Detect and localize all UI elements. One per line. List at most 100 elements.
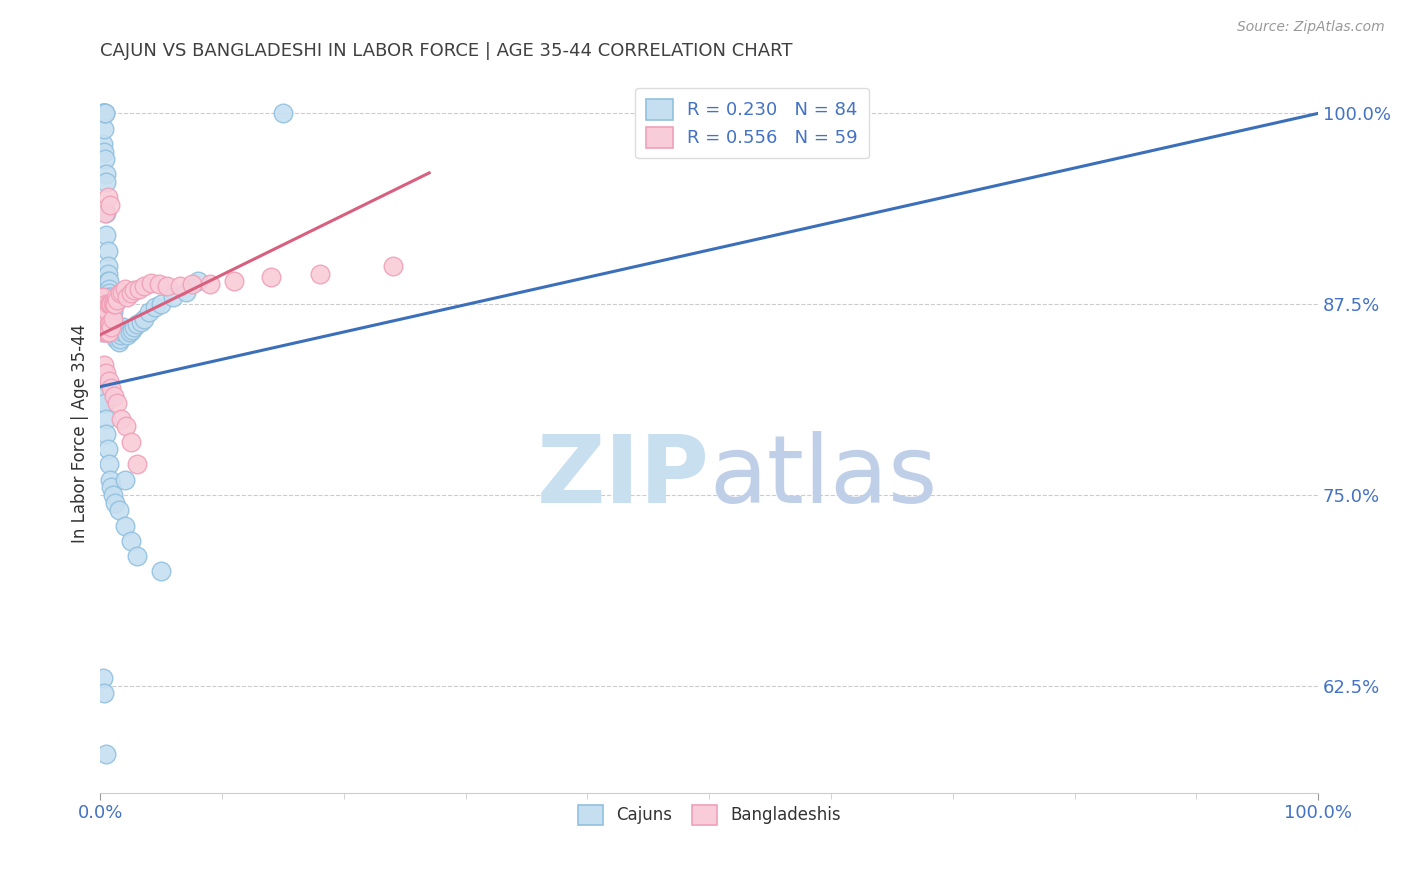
Point	[91, 396, 114, 410]
Point	[169, 278, 191, 293]
Point	[97, 458, 120, 472]
Point	[120, 286, 142, 301]
Point	[124, 320, 146, 334]
Point	[97, 442, 120, 457]
Point	[94, 389, 117, 403]
Point	[100, 320, 122, 334]
Point	[97, 286, 120, 301]
Point	[97, 305, 120, 319]
Point	[180, 277, 202, 292]
Point	[97, 374, 120, 388]
Point	[91, 671, 114, 685]
Point	[96, 325, 118, 339]
Point	[97, 282, 120, 296]
Point	[97, 190, 120, 204]
Point	[96, 747, 118, 762]
Text: atlas: atlas	[709, 431, 938, 523]
Point	[98, 289, 121, 303]
Point	[103, 317, 125, 331]
Point	[97, 289, 120, 303]
Point	[94, 325, 117, 339]
Point	[96, 317, 118, 331]
Point	[381, 259, 404, 273]
Point	[120, 533, 142, 548]
Text: ZIP: ZIP	[536, 431, 709, 523]
Point	[121, 323, 143, 337]
Point	[94, 152, 117, 166]
Point	[111, 285, 134, 299]
Point	[93, 366, 115, 380]
Point	[97, 325, 120, 339]
Point	[91, 320, 114, 334]
Point	[98, 293, 121, 307]
Point	[94, 106, 117, 120]
Point	[97, 297, 120, 311]
Point	[90, 325, 112, 339]
Point	[96, 205, 118, 219]
Point	[187, 274, 209, 288]
Text: CAJUN VS BANGLADESHI IN LABOR FORCE | AGE 35-44 CORRELATION CHART: CAJUN VS BANGLADESHI IN LABOR FORCE | AG…	[100, 42, 793, 60]
Point	[96, 297, 118, 311]
Point	[93, 106, 115, 120]
Point	[105, 289, 128, 303]
Point	[156, 278, 179, 293]
Point	[96, 366, 118, 380]
Point	[150, 297, 173, 311]
Point	[107, 503, 129, 517]
Point	[97, 274, 120, 288]
Point	[125, 458, 148, 472]
Point	[150, 564, 173, 578]
Point	[120, 434, 142, 449]
Point	[101, 320, 124, 334]
Point	[93, 381, 115, 395]
Point	[148, 277, 170, 292]
Point	[93, 145, 115, 159]
Point	[91, 106, 114, 120]
Point	[124, 284, 146, 298]
Point	[97, 325, 120, 339]
Point	[93, 305, 115, 319]
Point	[91, 106, 114, 120]
Point	[104, 495, 127, 509]
Point	[125, 317, 148, 331]
Point	[162, 289, 184, 303]
Point	[98, 297, 121, 311]
Point	[90, 305, 112, 319]
Point	[107, 335, 129, 350]
Point	[101, 305, 124, 319]
Point	[114, 325, 136, 339]
Point	[96, 426, 118, 441]
Point	[98, 297, 121, 311]
Point	[97, 259, 120, 273]
Point	[125, 549, 148, 563]
Point	[118, 325, 141, 339]
Point	[105, 325, 128, 339]
Point	[96, 175, 118, 189]
Point	[97, 267, 120, 281]
Point	[91, 289, 114, 303]
Point	[93, 121, 115, 136]
Point	[308, 267, 330, 281]
Point	[100, 305, 122, 319]
Point	[105, 332, 128, 346]
Point	[100, 480, 122, 494]
Point	[93, 686, 115, 700]
Point	[105, 396, 128, 410]
Point	[108, 286, 131, 301]
Point	[96, 168, 118, 182]
Point	[104, 323, 127, 337]
Point	[101, 297, 124, 311]
Point	[112, 320, 135, 334]
Point	[98, 317, 121, 331]
Point	[103, 325, 125, 339]
Point	[105, 293, 128, 307]
Point	[174, 285, 197, 299]
Point	[134, 278, 156, 293]
Point	[114, 473, 136, 487]
Point	[115, 419, 138, 434]
Point	[260, 269, 283, 284]
Point	[96, 411, 118, 425]
Point	[128, 282, 150, 296]
Point	[90, 381, 112, 395]
Point	[90, 289, 112, 303]
